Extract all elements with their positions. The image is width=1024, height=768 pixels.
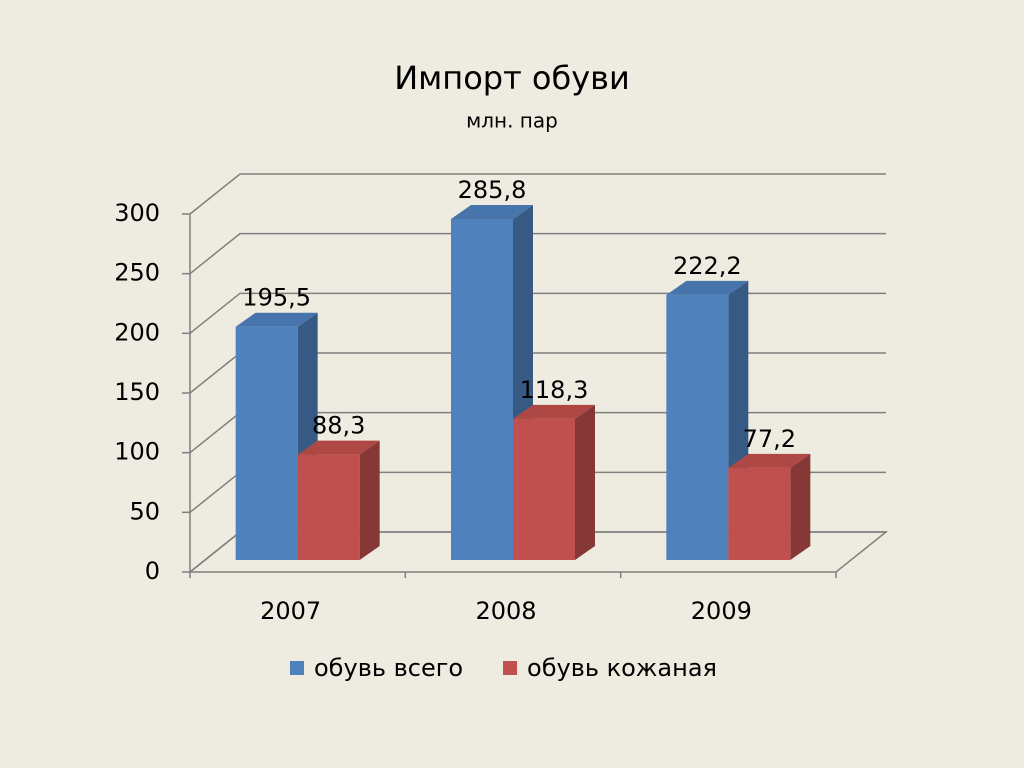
- bar-side: [575, 404, 595, 560]
- value-label: 88,3: [312, 412, 365, 440]
- x-tick-label: 2008: [475, 597, 536, 625]
- legend-swatch: [290, 661, 304, 675]
- bar-top: [235, 312, 318, 327]
- bar: [666, 294, 729, 560]
- value-label: 77,2: [743, 425, 796, 453]
- value-label: 285,8: [458, 176, 527, 204]
- bar: [297, 454, 360, 560]
- bar: [728, 467, 791, 560]
- y-tick-label: 100: [114, 438, 160, 466]
- x-tick-label: 2007: [260, 597, 321, 625]
- y-tick-label: 250: [114, 259, 160, 287]
- bar-top: [297, 440, 380, 455]
- bar-side: [359, 440, 380, 560]
- bar: [451, 218, 513, 561]
- bar-top: [451, 204, 533, 219]
- bar: [513, 418, 575, 560]
- x-tick-label: 2009: [691, 597, 752, 625]
- y-tick-label: 150: [114, 378, 160, 406]
- grid-line: [189, 173, 886, 215]
- value-label: 118,3: [520, 376, 589, 404]
- bar-side: [790, 453, 811, 560]
- value-label: 195,5: [242, 284, 311, 312]
- value-label: 222,2: [673, 252, 742, 280]
- chart-subtitle: млн. пар: [466, 109, 558, 133]
- y-tick-label: 200: [114, 318, 160, 346]
- bar: [235, 326, 298, 560]
- grid-line: [189, 232, 886, 275]
- y-tick-label: 300: [114, 199, 160, 227]
- legend-swatch: [503, 661, 518, 675]
- bar-top: [728, 453, 811, 468]
- legend-label: обувь кожаная: [527, 654, 717, 682]
- y-tick-label: 50: [129, 497, 160, 525]
- legend-label: обувь всего: [314, 654, 463, 682]
- bar-top: [513, 404, 595, 419]
- bar-top: [666, 280, 749, 295]
- y-tick-label: 0: [145, 557, 160, 585]
- chart-title: Импорт обуви: [394, 59, 630, 97]
